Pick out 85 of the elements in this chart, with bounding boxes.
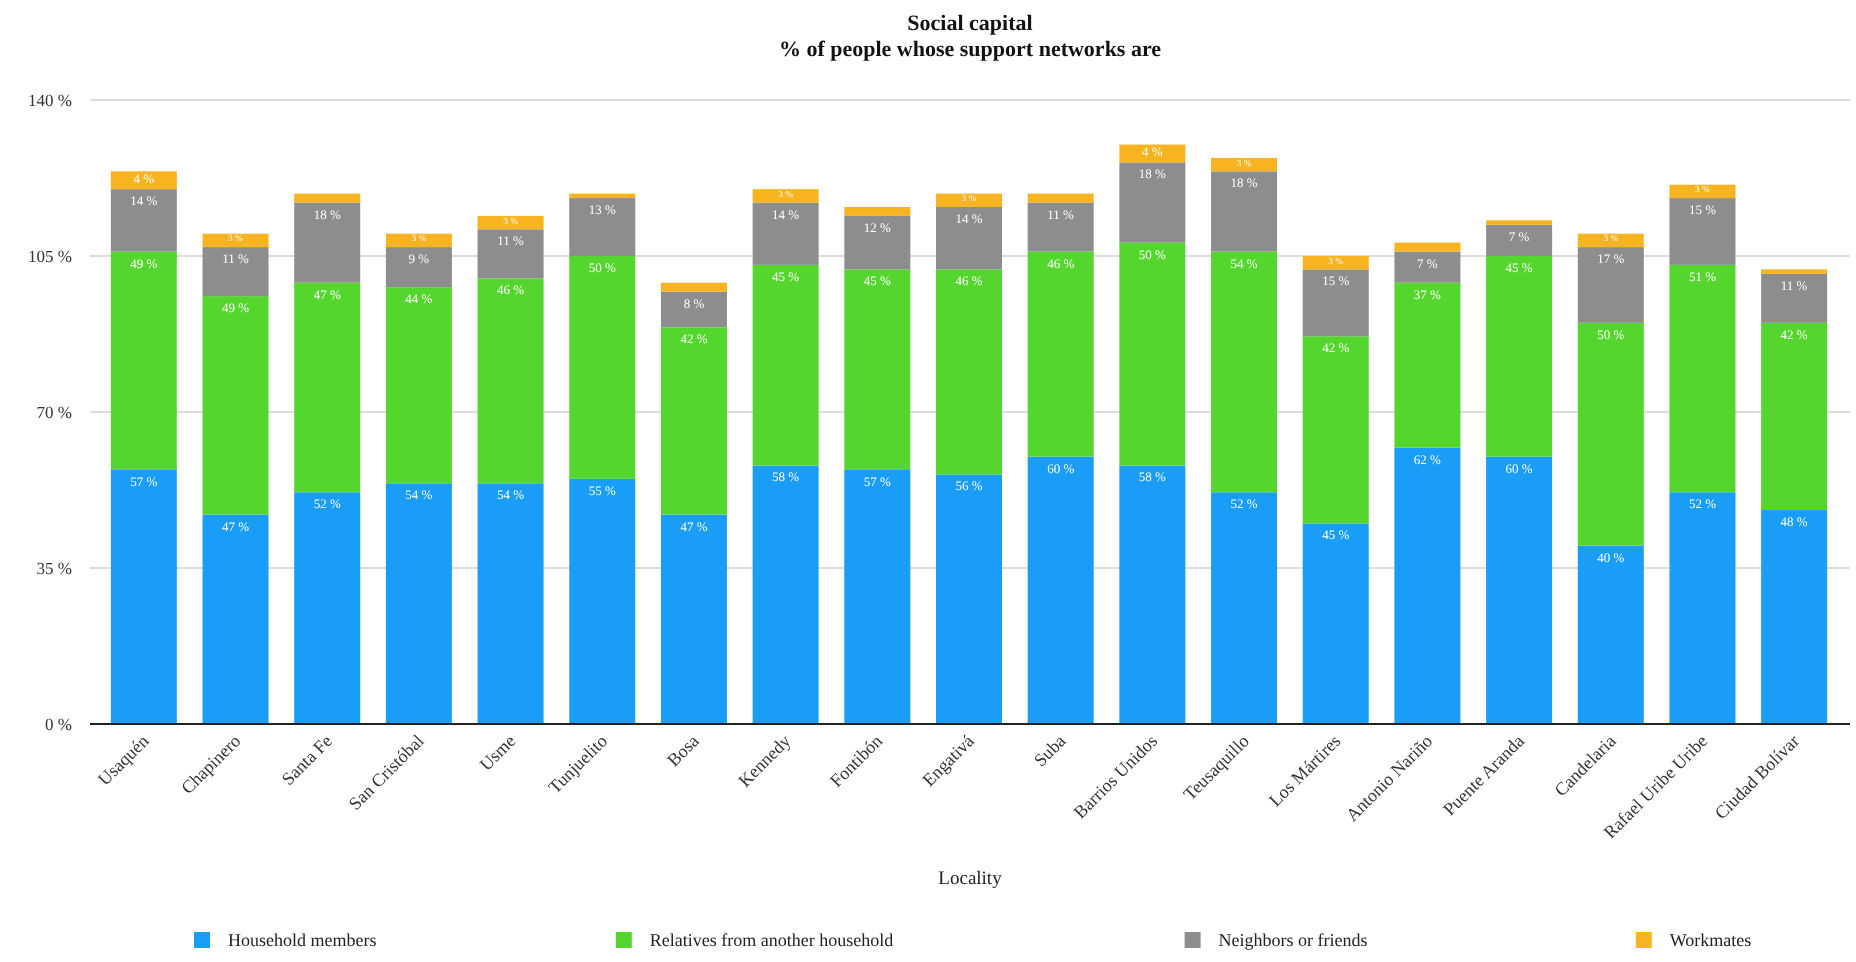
bar	[935, 206, 1003, 270]
bar	[202, 296, 269, 515]
bar	[1577, 322, 1644, 546]
bar	[660, 514, 727, 724]
x-tick-label: Bosa	[663, 730, 703, 771]
bar	[1027, 251, 1094, 457]
bar	[477, 229, 544, 279]
bar	[569, 256, 636, 479]
bar	[1027, 202, 1094, 252]
bar	[752, 264, 819, 466]
bar	[935, 269, 1003, 475]
bar	[1302, 336, 1369, 524]
bar	[1394, 282, 1461, 448]
bar	[752, 189, 819, 203]
bar	[660, 327, 727, 515]
bar	[1119, 242, 1186, 466]
x-tick-label: Suba	[1029, 730, 1070, 771]
bar	[294, 193, 361, 203]
bar	[1027, 193, 1094, 203]
bar	[385, 233, 452, 248]
legend-label: Relatives from another household	[649, 930, 895, 950]
bar	[477, 483, 544, 724]
bar	[660, 291, 727, 328]
bar	[385, 247, 452, 288]
bar	[110, 189, 177, 252]
bar	[1577, 233, 1644, 248]
y-tick-label: 70 %	[36, 402, 72, 422]
bar	[844, 269, 911, 470]
legend-label: Household members	[228, 930, 378, 950]
bar	[1486, 224, 1553, 256]
bar	[1486, 256, 1553, 457]
bar	[477, 278, 544, 484]
bar	[935, 474, 1003, 724]
bar	[110, 251, 177, 470]
bar	[202, 247, 269, 297]
bar	[1302, 523, 1369, 724]
bar	[1761, 273, 1828, 323]
chart-title: Social capital	[907, 12, 1033, 36]
bar	[1669, 264, 1736, 493]
y-tick-label: 35 %	[36, 558, 72, 578]
bar	[1669, 184, 1736, 199]
bar	[202, 233, 269, 248]
bar	[385, 287, 452, 484]
bar	[294, 202, 361, 283]
bar	[202, 514, 269, 724]
bar	[385, 483, 452, 724]
bar	[1211, 492, 1278, 724]
bar	[1119, 465, 1186, 724]
bar	[1577, 247, 1644, 323]
bar	[1211, 157, 1278, 172]
bar	[569, 198, 636, 256]
bar	[1486, 456, 1553, 724]
bar	[1302, 269, 1369, 337]
y-tick-label: 0 %	[45, 714, 72, 734]
bar	[1394, 447, 1461, 724]
bar	[110, 171, 177, 190]
bar	[935, 193, 1003, 207]
chart-subtitle: % of people whose support networks are	[778, 38, 1162, 62]
bar	[1027, 456, 1094, 724]
bar	[1394, 251, 1461, 283]
bar	[1761, 322, 1828, 511]
x-axis-title: Locality	[938, 870, 1003, 890]
bar	[844, 469, 911, 724]
bar	[110, 469, 177, 724]
legend-label: Workmates	[1669, 930, 1753, 950]
bar	[660, 282, 727, 292]
bar	[844, 206, 911, 216]
y-tick-label: 105 %	[28, 246, 72, 266]
bar	[1577, 545, 1644, 724]
y-tick-label: 140 %	[28, 90, 72, 110]
bar	[1211, 171, 1278, 252]
bar	[294, 492, 361, 724]
bar	[569, 478, 636, 724]
legend-label: Neighbors or friends	[1218, 930, 1369, 950]
bar	[1761, 510, 1828, 724]
bar	[1669, 198, 1736, 265]
bar	[1394, 242, 1461, 252]
bar	[1211, 251, 1278, 493]
bar	[752, 202, 819, 265]
bar	[1669, 492, 1736, 724]
bar	[752, 465, 819, 724]
bar	[844, 215, 911, 270]
bar	[294, 282, 361, 493]
bar	[1119, 162, 1186, 243]
bar	[569, 193, 636, 199]
